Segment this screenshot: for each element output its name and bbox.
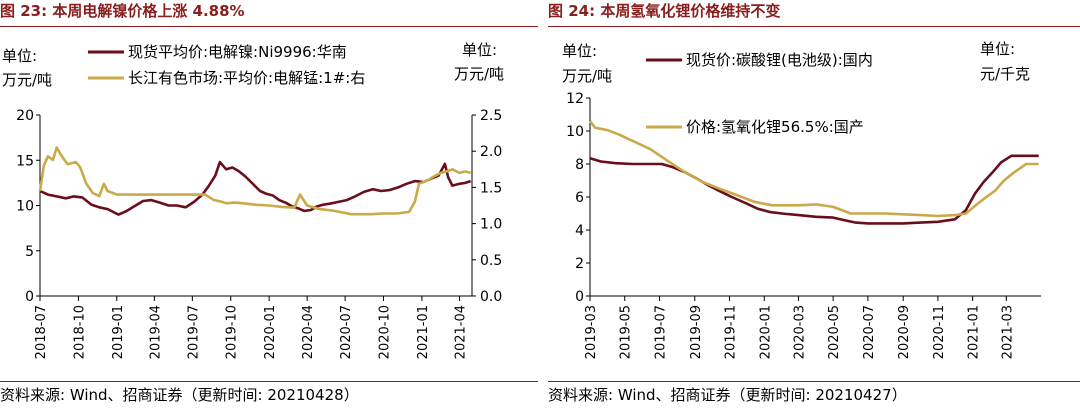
figure-23-title: 图 23: 本周电解镍价格上涨 4.88% bbox=[0, 2, 245, 20]
y-tick-label-left: 0 bbox=[575, 289, 584, 305]
x-tick-label: 2020-05 bbox=[827, 305, 842, 359]
figure-23-chart: 0 5 10 15 20 0.0 0.5 1.0 1.5 2.0 2.5 2018-07 2018-10… bbox=[2, 41, 504, 359]
x-tick-label: 2019-03 bbox=[584, 305, 599, 359]
x-tick-label: 2020-07 bbox=[339, 305, 354, 359]
x-tick-label: 2018-07 bbox=[34, 305, 49, 359]
legend-label-1: 现货价:碳酸锂(电池级):国内 bbox=[686, 51, 873, 69]
figure-23-panel: 图 23: 本周电解镍价格上涨 4.88% 0 5 10 15 20 0.0 0.5 1.0 1… bbox=[0, 0, 538, 408]
legend-label-2: 价格:氢氧化锂56.5%:国产 bbox=[686, 118, 864, 136]
y-tick-label-left: 20 bbox=[16, 108, 34, 124]
left-unit-label: 单位: bbox=[2, 47, 37, 65]
figure-24-title: 图 24: 本周氢氧化锂价格维持不变 bbox=[548, 2, 781, 20]
x-tick-label: 2019-07 bbox=[653, 305, 668, 359]
y-tick-label-left: 4 bbox=[575, 223, 584, 239]
left-unit-label: 万元/吨 bbox=[2, 71, 52, 89]
x-tick-label: 2019-05 bbox=[619, 305, 634, 359]
figure-23-bottom-rule bbox=[0, 381, 538, 382]
x-tick-label: 2020-07 bbox=[862, 305, 877, 359]
x-tick-label: 2020-10 bbox=[378, 305, 393, 359]
x-tick-label: 2019-07 bbox=[186, 305, 201, 359]
series-line-1 bbox=[39, 160, 472, 216]
right-unit-label: 单位: bbox=[462, 41, 497, 59]
x-tick-label: 2019-04 bbox=[148, 305, 163, 359]
x-tick-label: 2019-01 bbox=[111, 305, 126, 359]
x-tick-label: 2019-09 bbox=[689, 305, 704, 359]
x-tick-label: 2019-10 bbox=[225, 305, 240, 359]
figure-24-bottom-rule bbox=[548, 381, 1080, 382]
legend-label-2: 长江有色市场:平均价:电解锰:1#:右 bbox=[128, 69, 365, 87]
x-tick-label: 2020-01 bbox=[758, 305, 773, 359]
x-tick-label: 2021-03 bbox=[1000, 305, 1015, 359]
y-tick-label-right: 2.0 bbox=[480, 144, 502, 160]
figure-23-source: 资料来源: Wind、招商证券（更新时间: 20210428） bbox=[0, 386, 359, 404]
y-tick-label-left: 8 bbox=[575, 157, 584, 173]
y-tick-label-left: 15 bbox=[16, 153, 34, 169]
series-line-1 bbox=[589, 154, 1039, 225]
x-tick-label: 2020-09 bbox=[897, 305, 912, 359]
left-unit-label: 万元/吨 bbox=[562, 67, 612, 85]
right-unit-label: 元/千克 bbox=[980, 65, 1030, 83]
y-tick-label-left: 10 bbox=[16, 199, 34, 215]
y-tick-label-right: 2.5 bbox=[480, 108, 502, 124]
right-unit-label: 万元/吨 bbox=[454, 65, 504, 83]
x-tick-label: 2020-01 bbox=[263, 305, 278, 359]
x-tick-label: 2021-01 bbox=[416, 305, 431, 359]
figure-24-panel: 图 24: 本周氢氧化锂价格维持不变 0 2 4 6 8 10 12 2019-03 2019-… bbox=[548, 0, 1080, 408]
x-tick-label: 2020-04 bbox=[301, 305, 316, 359]
y-tick-label-left: 0 bbox=[25, 289, 34, 305]
y-tick-label-right: 0.5 bbox=[480, 253, 502, 269]
y-tick-label-left: 5 bbox=[25, 244, 34, 260]
series-line-2 bbox=[38, 146, 472, 216]
x-tick-label: 2021-04 bbox=[453, 305, 468, 359]
x-tick-label: 2021-01 bbox=[967, 305, 982, 359]
left-unit-label: 单位: bbox=[562, 42, 597, 60]
y-tick-label-right: 1.5 bbox=[480, 180, 502, 196]
legend-label-1: 现货平均价:电解镍:Ni9996:华南 bbox=[128, 43, 347, 61]
series-line-2 bbox=[588, 120, 1039, 218]
y-tick-label-left: 6 bbox=[575, 190, 584, 206]
x-tick-label: 2018-10 bbox=[72, 305, 87, 359]
y-tick-label-left: 10 bbox=[566, 124, 584, 140]
right-unit-label: 单位: bbox=[980, 40, 1015, 58]
y-tick-label-left: 12 bbox=[566, 91, 584, 107]
figure-24-top-rule bbox=[548, 26, 1080, 27]
y-tick-label-left: 2 bbox=[575, 256, 584, 272]
x-tick-label: 2020-11 bbox=[932, 305, 947, 359]
figure-24-chart: 0 2 4 6 8 10 12 2019-03 2019-05 2019-07 2019-09 201… bbox=[562, 40, 1041, 359]
y-tick-label-right: 0.0 bbox=[480, 289, 502, 305]
figure-23-top-rule bbox=[0, 26, 538, 27]
x-tick-label: 2019-11 bbox=[724, 305, 739, 359]
x-tick-label: 2020-03 bbox=[792, 305, 807, 359]
y-tick-label-right: 1.0 bbox=[480, 217, 502, 233]
figure-24-source: 资料来源: Wind、招商证券（更新时间: 20210427） bbox=[548, 386, 907, 404]
